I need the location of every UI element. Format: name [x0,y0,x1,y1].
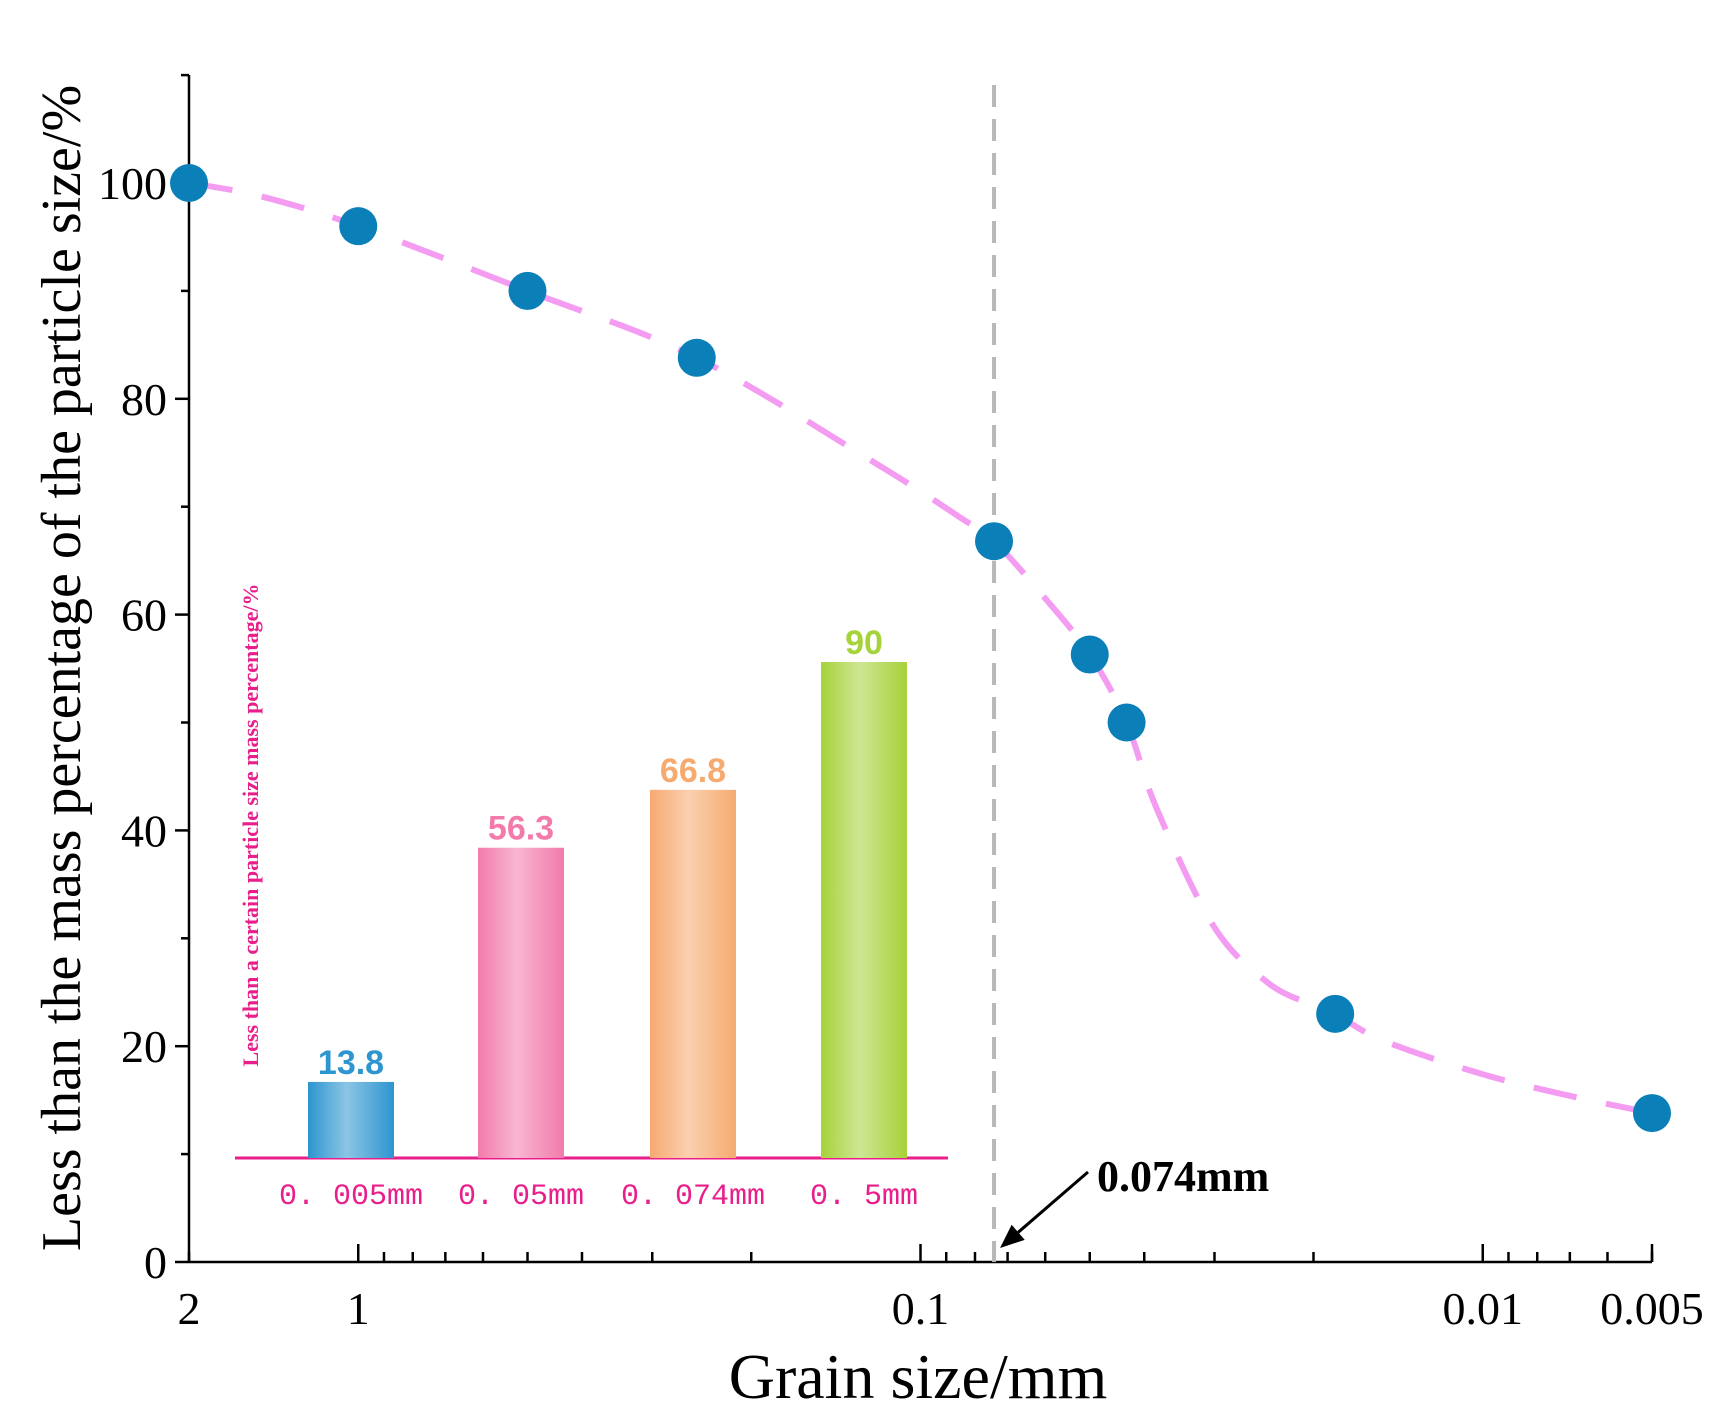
inset-bar-value-label: 56.3 [488,810,554,848]
annotation-arrow-head [1000,1224,1025,1248]
x-tick-label: 0.005 [1600,1283,1704,1334]
x-axis-title: Grain size/mm [729,1341,1108,1412]
inset-bar [308,1081,394,1158]
x-tick-label: 1 [347,1283,370,1334]
x-tick-label: 2 [178,1283,201,1334]
inset-bar [650,789,736,1158]
data-point [1316,994,1355,1033]
inset-bar-value-label: 13.8 [318,1044,384,1082]
y-tick-label: 80 [121,374,167,425]
inset-category-label: 0. 05mm [458,1180,584,1214]
inset-category-label: 0. 005mm [279,1180,423,1214]
y-tick-label: 0 [144,1237,167,1288]
inset-bar [478,847,564,1158]
y-axis-title: Less than the mass percentage of the par… [31,85,93,1251]
data-point [677,338,716,377]
annotation-0074mm: 0.074mm [1000,1152,1269,1248]
data-point [975,522,1014,561]
y-tick-label: 20 [121,1021,167,1072]
x-tick-label: 0.1 [892,1283,950,1334]
inset-bar-value-label: 90 [845,624,883,662]
annotation-arrow-line [1017,1170,1089,1234]
data-point [1070,635,1109,674]
annotation-label: 0.074mm [1097,1152,1269,1201]
y-tick-label: 100 [98,158,167,209]
inset-y-axis-title: Less than a certain particle size mass p… [238,584,263,1067]
data-point [1633,1094,1671,1133]
data-point [170,164,208,202]
y-tick-label: 60 [121,590,167,641]
inset-bar-value-label: 66.8 [660,752,726,790]
inset-category-label: 0. 5mm [810,1180,918,1214]
inset-category-label: 0. 074mm [621,1180,765,1214]
data-point [1107,703,1146,742]
fitted-curve [188,180,1653,1117]
y-tick-label: 40 [121,805,167,856]
data-point [508,271,547,310]
x-tick-label: 0.01 [1442,1283,1523,1334]
data-point [339,207,378,246]
inset-bar [821,662,907,1158]
inset-bar-chart: Less than a certain particle size mass p… [235,584,948,1214]
